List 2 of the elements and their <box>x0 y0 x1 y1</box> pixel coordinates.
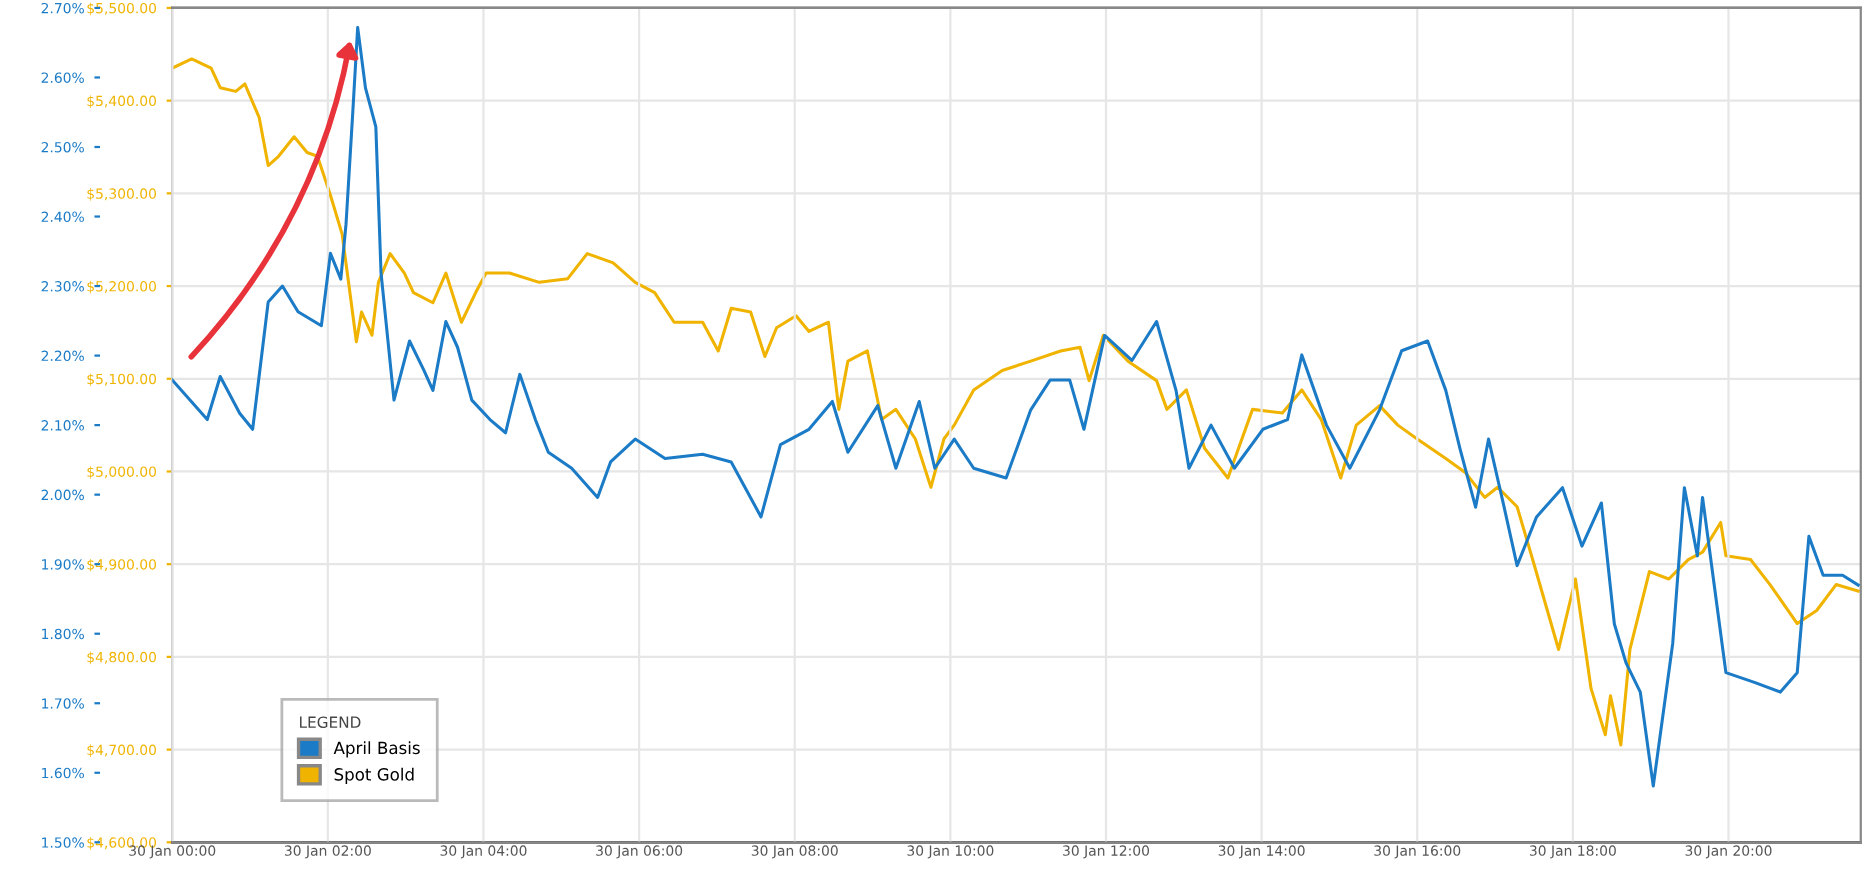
legend-label: Spot Gold <box>334 767 414 784</box>
legend-label: April Basis <box>333 741 420 758</box>
